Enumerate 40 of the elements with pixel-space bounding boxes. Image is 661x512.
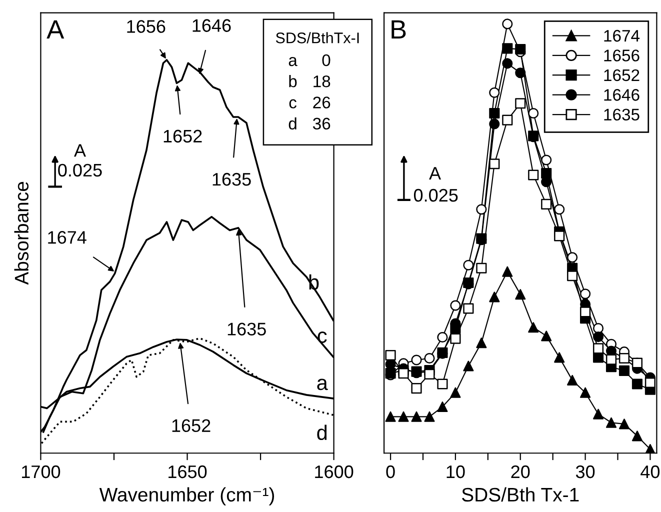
x-axis-title: Wavenumber (cm⁻¹)	[99, 487, 274, 506]
annotation: 36	[312, 118, 330, 130]
annotation: 0	[322, 54, 330, 66]
x-tick-label: 20	[511, 465, 530, 478]
legend-label: 1674	[604, 30, 640, 42]
annotation: a	[288, 57, 298, 66]
legend-label: 1652	[604, 69, 640, 82]
x-axis-title: SDS/Bth Tx-1	[462, 487, 579, 502]
x-tick-label: 1650	[168, 465, 207, 478]
x-tick-label: 0	[386, 465, 395, 478]
annotation: b	[289, 75, 297, 88]
annotation: 1635	[228, 322, 266, 336]
series-label: a	[317, 378, 328, 390]
annotation: 1674	[48, 231, 86, 244]
annotation: 1652	[164, 130, 202, 143]
x-tick-label: 1700	[22, 465, 60, 478]
legend-label: 1646	[604, 89, 640, 101]
annotation: 18	[314, 75, 330, 88]
annotation: 0.025	[58, 164, 102, 177]
x-tick-label: 40	[640, 465, 660, 478]
x-tick-label: 1600	[315, 465, 354, 478]
annotation: 1652	[172, 419, 210, 432]
series-label: d	[317, 424, 327, 440]
annotation: A	[429, 167, 442, 180]
annotation: 0.025	[414, 188, 458, 202]
chart-title: A	[46, 20, 64, 39]
legend-label: 1635	[604, 108, 640, 121]
annotation: 26	[313, 96, 330, 108]
annotation: d	[288, 117, 296, 130]
annotation: A	[74, 144, 86, 157]
annotation: 1635	[212, 172, 251, 186]
annotation: 1656	[127, 20, 166, 33]
y-axis-title: Absorbance	[14, 182, 29, 285]
x-tick-label: 30	[576, 465, 595, 478]
chart-title: B	[392, 20, 406, 39]
text: SDS/BthTx-I	[276, 32, 359, 44]
annotation: 1646	[192, 19, 231, 32]
annotation: c	[289, 99, 296, 108]
x-tick-label: 10	[446, 465, 465, 478]
legend-label: 1656	[604, 50, 640, 62]
